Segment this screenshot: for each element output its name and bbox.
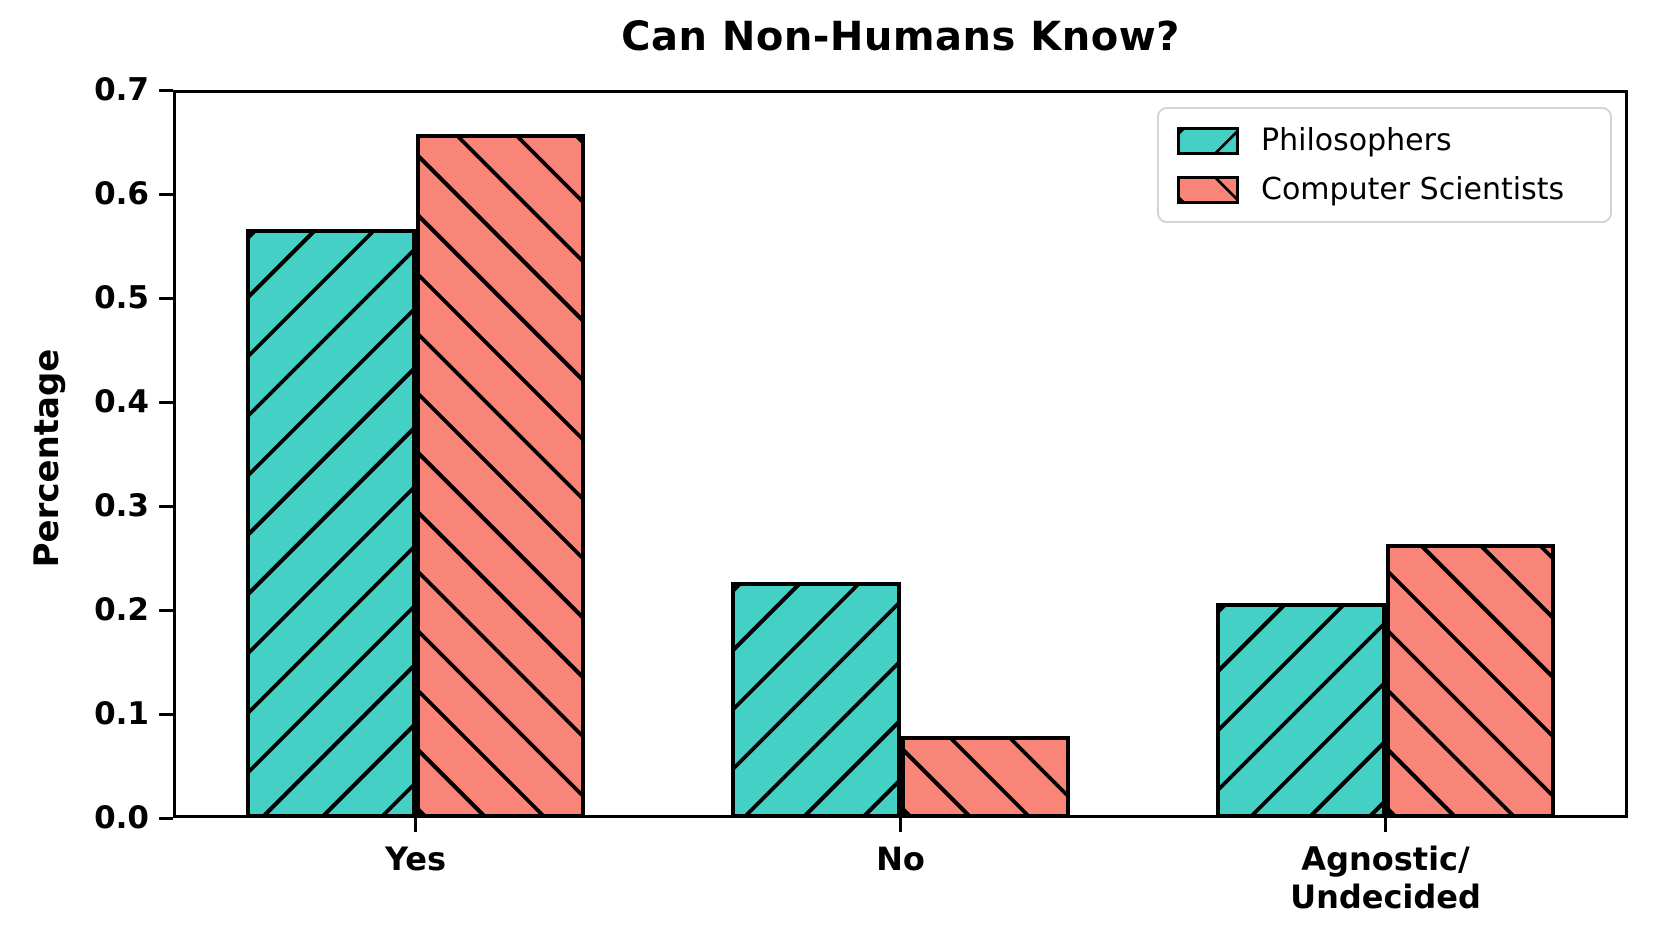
y-tick-label: 0.4 bbox=[94, 383, 149, 420]
y-tick-mark bbox=[159, 504, 173, 508]
y-tick-mark bbox=[159, 816, 173, 820]
x-tick-mark bbox=[414, 818, 417, 832]
legend-item-computer-scientists: Computer Scientists bbox=[1177, 172, 1592, 207]
bar-computer-scientists-agnostic bbox=[1385, 544, 1556, 818]
legend-label: Computer Scientists bbox=[1261, 172, 1565, 207]
x-tick-label-agnostic: Agnostic/ Undecided bbox=[1290, 840, 1481, 916]
legend: Philosophers Computer Scientists bbox=[1157, 107, 1612, 223]
y-tick-label: 0.3 bbox=[94, 487, 149, 524]
legend-swatch-icon bbox=[1177, 175, 1239, 204]
y-tick-mark bbox=[159, 192, 173, 196]
y-tick-label: 0.5 bbox=[94, 279, 149, 316]
bar-computer-scientists-no bbox=[900, 735, 1071, 818]
y-tick-label: 0.7 bbox=[94, 71, 149, 108]
bar-philosophers-no bbox=[730, 581, 901, 818]
y-tick-label: 0.0 bbox=[94, 799, 149, 836]
bar-computer-scientists-yes bbox=[415, 133, 586, 818]
y-axis-label: Percentage bbox=[27, 348, 67, 568]
y-tick-label: 0.2 bbox=[94, 591, 149, 628]
x-tick-mark bbox=[899, 818, 902, 832]
bar-philosophers-yes bbox=[245, 229, 416, 818]
y-tick-mark bbox=[159, 712, 173, 716]
legend-item-philosophers: Philosophers bbox=[1177, 123, 1592, 158]
x-tick-label-no: No bbox=[876, 840, 925, 878]
bar-philosophers-agnostic bbox=[1215, 602, 1386, 818]
x-tick-label-yes: Yes bbox=[385, 840, 446, 878]
x-tick-mark bbox=[1384, 818, 1387, 832]
y-tick-mark bbox=[159, 296, 173, 300]
legend-swatch-icon bbox=[1177, 126, 1239, 155]
chart-title: Can Non-Humans Know? bbox=[621, 14, 1180, 60]
y-tick-mark bbox=[159, 400, 173, 404]
legend-label: Philosophers bbox=[1261, 123, 1452, 158]
y-tick-label: 0.6 bbox=[94, 175, 149, 212]
y-tick-mark bbox=[159, 88, 173, 92]
y-tick-label: 0.1 bbox=[94, 695, 149, 732]
y-tick-mark bbox=[159, 608, 173, 612]
